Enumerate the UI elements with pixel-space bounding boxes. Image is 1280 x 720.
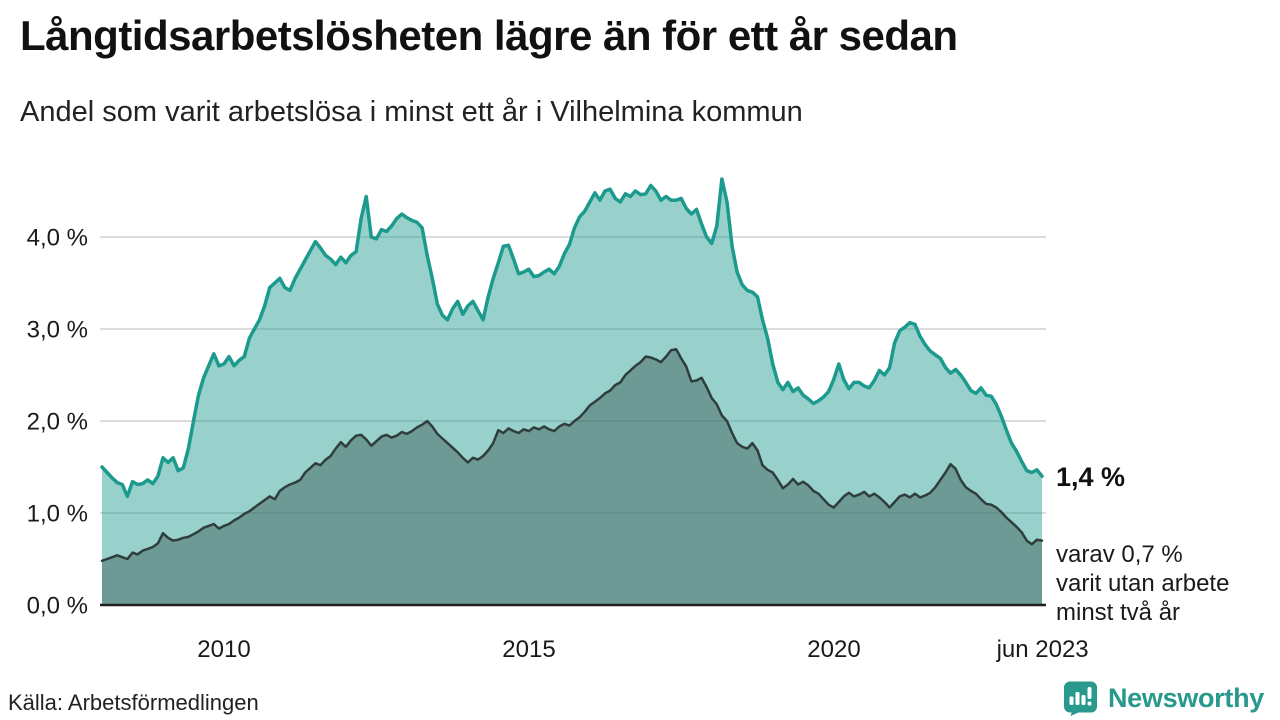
y-tick-label: 1,0 % [27, 501, 88, 528]
secondary-value-label: varav 0,7 % varit utan arbete minst två … [1056, 540, 1229, 627]
y-axis-labels: 0,0 % 1,0 % 2,0 % 3,0 % 4,0 % [27, 225, 88, 620]
x-axis-labels: 2010 2015 2020 jun 2023 [197, 636, 1088, 663]
x-tick-label: 2020 [807, 636, 860, 663]
secondary-value-line2: varit utan arbete [1056, 570, 1230, 597]
newsworthy-branding: Newsworthy [1062, 679, 1264, 717]
secondary-value-line1: varav 0,7 % [1056, 541, 1183, 568]
y-tick-label: 4,0 % [27, 225, 88, 252]
chart-subtitle: Andel som varit arbetslösa i minst ett å… [20, 96, 803, 128]
series-min-two-years-line [100, 347, 1044, 563]
series-min-two-years-area [102, 349, 1042, 605]
y-tick-label: 2,0 % [27, 409, 88, 436]
x-tick-label: 2010 [197, 636, 250, 663]
y-tick-label: 0,0 % [27, 593, 88, 620]
series-min-one-year-line [100, 177, 1044, 499]
latest-value-label: 1,4 % [1056, 462, 1126, 492]
secondary-value-line3: minst två år [1056, 599, 1181, 626]
page-title: Långtidsarbetslösheten lägre än för ett … [20, 12, 958, 59]
source-label: Källa: Arbetsförmedlingen [8, 690, 259, 715]
newsworthy-logo-icon [1063, 681, 1097, 716]
x-tick-label: jun 2023 [996, 636, 1089, 663]
y-tick-label: 3,0 % [27, 317, 88, 344]
x-tick-label: 2015 [502, 636, 555, 663]
newsworthy-logo-text: Newsworthy [1107, 682, 1264, 713]
